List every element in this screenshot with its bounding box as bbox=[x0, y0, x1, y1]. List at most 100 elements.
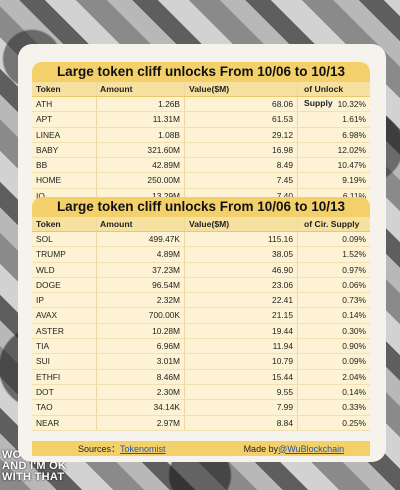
amount-cell: 700.00K bbox=[96, 308, 184, 323]
table-row: IP 2.32M 22.41 0.73% bbox=[32, 293, 370, 309]
token-cell: IO bbox=[36, 190, 45, 201]
value-cell: 21.15 bbox=[184, 308, 297, 323]
percent-cell: 9.19% bbox=[297, 173, 370, 188]
made-by-label: Made by bbox=[243, 443, 279, 454]
value-cell: 46.90 bbox=[184, 262, 297, 277]
percent-cell: 0.97% bbox=[297, 262, 370, 277]
value-cell: 10.79 bbox=[184, 354, 297, 369]
table-row: AVAX 700.00K 21.15 0.14% bbox=[32, 308, 370, 324]
table-header: Token Amount Value($M) of Unlock Supply bbox=[32, 82, 370, 108]
token-cell: LINEA bbox=[36, 129, 61, 140]
table-header: Token Amount Value($M) of Cir. Supply bbox=[32, 217, 370, 232]
percent-cell: 10.47% bbox=[297, 158, 370, 173]
table-row: WLD 37.23M 46.90 0.97% bbox=[32, 262, 370, 278]
table-row: NEAR 2.97M 8.84 0.25% bbox=[32, 415, 370, 431]
token-cell: TAO bbox=[36, 402, 53, 413]
header-amount: Amount bbox=[96, 217, 184, 231]
amount-cell: 4.89M bbox=[96, 247, 184, 262]
table-body: SOL 499.47K 115.16 0.09% TRUMP 4.89M 38.05 1.52… bbox=[32, 232, 370, 431]
percent-cell: 0.14% bbox=[297, 308, 370, 323]
token-cell: ETHFI bbox=[36, 371, 61, 382]
amount-cell: 96.54M bbox=[96, 277, 184, 293]
sources-link[interactable]: Tokenomist bbox=[120, 443, 166, 454]
table-row: TAO 34.14K 7.99 0.33% bbox=[32, 400, 370, 416]
amount-cell: 1.26B bbox=[96, 97, 184, 112]
table-row: TRUMP 4.89M 38.05 1.52% bbox=[32, 247, 370, 263]
token-cell: ATH bbox=[36, 99, 53, 109]
amount-cell: 8.46M bbox=[96, 369, 184, 384]
table-row: BABY 321.60M 16.98 12.02% bbox=[32, 142, 370, 159]
amount-cell: 2.97M bbox=[96, 415, 184, 430]
value-cell: 38.05 bbox=[184, 247, 297, 262]
percent-cell: 0.90% bbox=[297, 339, 370, 354]
percent-cell: 12.02% bbox=[297, 142, 370, 158]
value-cell: 29.12 bbox=[184, 127, 297, 142]
circulating-supply-table: Large token cliff unlocks From 10/06 to … bbox=[32, 197, 370, 431]
table-body: ATH 1.26B 68.06 10.32% APT 11.31M 61.53 1.61% LI… bbox=[32, 97, 370, 220]
value-cell: 9.55 bbox=[184, 384, 297, 400]
value-cell: 61.53 bbox=[184, 112, 297, 127]
token-cell: AVAX bbox=[36, 310, 58, 321]
table-title: Large token cliff unlocks From 10/06 to … bbox=[32, 197, 370, 217]
token-cell: DOT bbox=[36, 386, 54, 397]
amount-cell: 11.31M bbox=[96, 112, 184, 127]
amount-cell: 10.28M bbox=[96, 323, 184, 339]
value-cell: 16.98 bbox=[184, 142, 297, 158]
value-cell: 7.45 bbox=[184, 173, 297, 188]
table-row: LINEA 1.08B 29.12 6.98% bbox=[32, 127, 370, 143]
token-cell: DOGE bbox=[36, 279, 61, 290]
token-cell: SUI bbox=[36, 356, 50, 367]
header-percent: of Unlock Supply bbox=[297, 82, 370, 108]
token-cell: BB bbox=[36, 160, 48, 171]
percent-cell: 6.11% bbox=[297, 188, 370, 204]
header-value: Value($M) bbox=[184, 82, 297, 96]
sources-label: Sources： bbox=[78, 444, 121, 454]
percent-cell: 0.73% bbox=[297, 293, 370, 308]
value-cell: 115.16 bbox=[184, 232, 297, 247]
table-row: ETHFI 8.46M 15.44 2.04% bbox=[32, 369, 370, 385]
amount-cell: 2.32M bbox=[96, 293, 184, 308]
amount-cell: 6.96M bbox=[96, 339, 184, 354]
percent-cell: 6.98% bbox=[297, 127, 370, 142]
value-cell: 22.41 bbox=[184, 293, 297, 308]
table-row: TIA 6.96M 11.94 0.90% bbox=[32, 339, 370, 355]
amount-cell: 321.60M bbox=[96, 142, 184, 158]
percent-cell: 1.52% bbox=[297, 247, 370, 262]
table-title: Large token cliff unlocks From 10/06 to … bbox=[32, 62, 370, 82]
token-cell: NEAR bbox=[36, 417, 60, 428]
table-row: BB 42.89M 8.49 10.47% bbox=[32, 158, 370, 174]
amount-cell: 37.23M bbox=[96, 262, 184, 277]
percent-cell: 0.30% bbox=[297, 323, 370, 339]
table-row: HOME 250.00M 7.45 9.19% bbox=[32, 173, 370, 189]
table-row: DOGE 96.54M 23.06 0.06% bbox=[32, 277, 370, 294]
made-by-link[interactable]: @WuBlockchain bbox=[278, 443, 345, 454]
table-row: ASTER 10.28M 19.44 0.30% bbox=[32, 323, 370, 340]
value-cell: 7.40 bbox=[184, 188, 297, 204]
table-row: DOT 2.30M 9.55 0.14% bbox=[32, 384, 370, 401]
value-cell: 23.06 bbox=[184, 277, 297, 293]
token-cell: SOL bbox=[36, 234, 53, 244]
value-cell: 11.94 bbox=[184, 339, 297, 354]
token-cell: BABY bbox=[36, 144, 59, 155]
percent-cell: 1.61% bbox=[297, 112, 370, 127]
table-footer: Sources： Tokenomist Made by @WuBlockchai… bbox=[32, 441, 370, 456]
header-token: Token bbox=[36, 219, 61, 229]
token-cell: APT bbox=[36, 114, 53, 125]
table-row: SUI 3.01M 10.79 0.09% bbox=[32, 354, 370, 370]
table-row: SOL 499.47K 115.16 0.09% bbox=[32, 232, 370, 248]
amount-cell: 1.08B bbox=[96, 127, 184, 142]
amount-cell: 2.30M bbox=[96, 384, 184, 400]
header-token: Token bbox=[36, 84, 61, 94]
percent-cell: 0.06% bbox=[297, 277, 370, 293]
token-cell: HOME bbox=[36, 175, 62, 186]
amount-cell: 13.29M bbox=[96, 188, 184, 204]
percent-cell: 0.25% bbox=[297, 415, 370, 430]
amount-cell: 42.89M bbox=[96, 158, 184, 173]
value-cell: 7.99 bbox=[184, 400, 297, 415]
table-row: APT 11.31M 61.53 1.61% bbox=[32, 112, 370, 128]
value-cell: 15.44 bbox=[184, 369, 297, 384]
token-cell: WLD bbox=[36, 264, 55, 275]
amount-cell: 499.47K bbox=[96, 232, 184, 247]
amount-cell: 34.14K bbox=[96, 400, 184, 415]
value-cell: 8.84 bbox=[184, 415, 297, 430]
